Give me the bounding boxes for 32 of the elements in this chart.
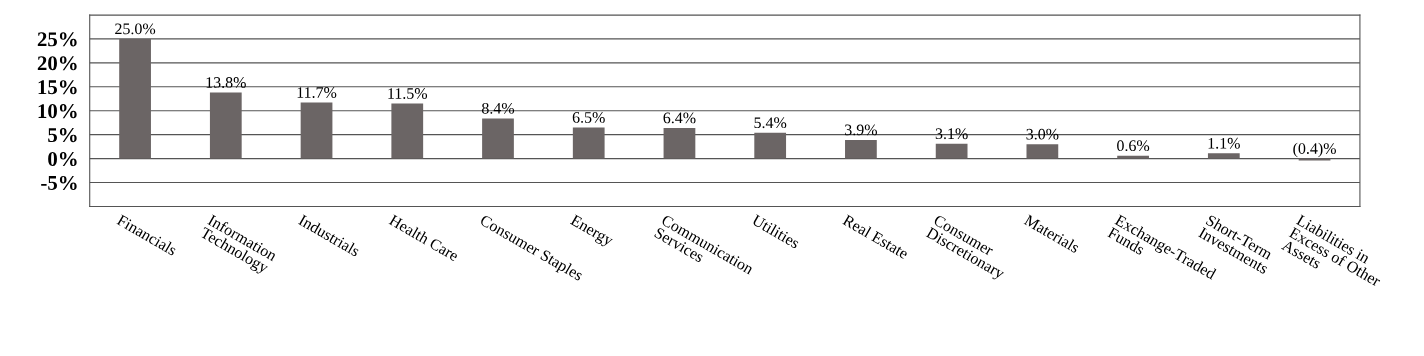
- data-label: (0.4)%: [1293, 142, 1336, 158]
- y-tick-label: 10%: [38, 104, 77, 119]
- y-tick-label: 5%: [48, 128, 77, 143]
- data-label: 0.6%: [1117, 140, 1150, 152]
- bar: [1117, 155, 1149, 159]
- data-label: 25.0%: [115, 23, 156, 35]
- data-label: 6.4%: [663, 112, 696, 124]
- data-label: 5.4%: [754, 117, 787, 129]
- bar: [300, 102, 333, 159]
- data-label: 3.9%: [845, 124, 877, 136]
- bar: [1026, 144, 1059, 159]
- y-tick-label: 15%: [38, 80, 77, 95]
- bar: [663, 127, 696, 159]
- y-tick-label: -5%: [41, 175, 77, 191]
- y-tick-label: 20%: [37, 56, 77, 71]
- bar: [209, 92, 242, 159]
- y-tick-label: 0%: [48, 151, 77, 167]
- data-label: 13.8%: [206, 77, 246, 88]
- data-label: 1.1%: [1208, 137, 1240, 149]
- bar: [391, 103, 424, 159]
- bar: [1207, 153, 1240, 159]
- data-label: 11.5%: [388, 88, 428, 99]
- bar: [845, 139, 877, 159]
- bar: [482, 118, 514, 159]
- bar: [119, 38, 151, 159]
- y-tick-label: 25%: [37, 32, 77, 47]
- bar: [754, 132, 787, 159]
- data-label: 8.4%: [481, 102, 515, 114]
- bar: [935, 143, 968, 159]
- data-label: 11.7%: [297, 87, 337, 98]
- data-label: 6.5%: [572, 112, 605, 123]
- bar: [572, 127, 605, 159]
